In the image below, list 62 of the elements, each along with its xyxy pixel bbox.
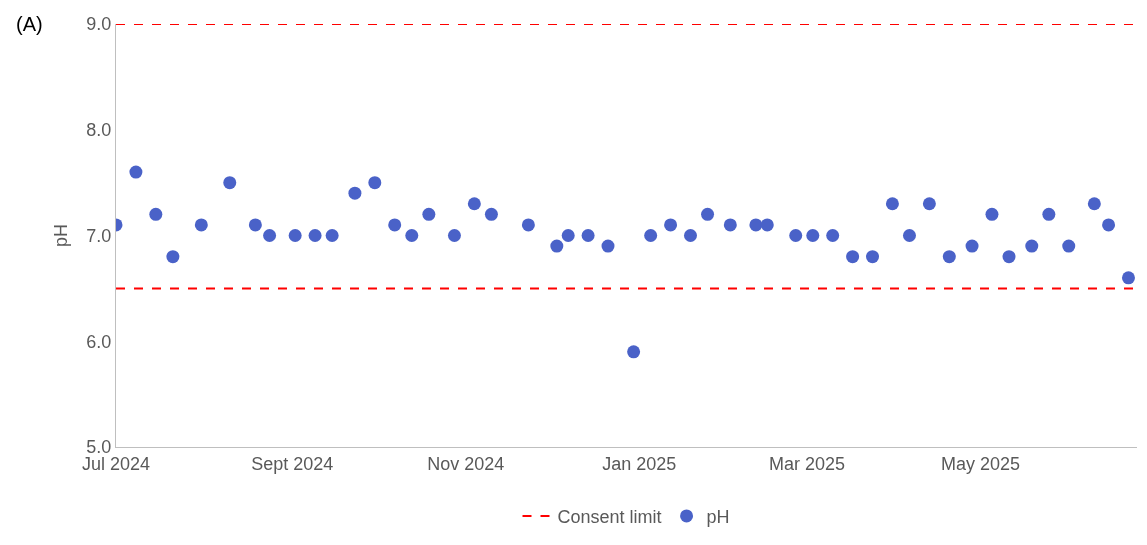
point [684,229,697,242]
point [1121,271,1135,285]
point [447,229,461,242]
point [467,197,481,211]
point [806,229,820,242]
y-axis-title: pH [50,223,71,248]
point [1062,239,1076,253]
point [902,229,916,242]
point [149,207,163,221]
point [581,229,595,242]
point [422,207,436,221]
point [644,229,658,242]
y-tick-label: 6.0 [86,331,112,352]
point [1087,197,1101,211]
point [601,239,615,253]
point [664,218,678,232]
point [405,229,419,242]
point [348,186,362,200]
y-tick-label: 9.0 [86,14,112,35]
point [223,176,237,190]
point [263,229,277,242]
point [521,218,535,232]
text: (A) [16,13,43,35]
point [388,218,402,232]
point [1042,207,1056,221]
point [846,250,860,264]
point [129,165,143,179]
point [550,239,564,253]
x-tick-label: Jan 2025 [602,453,677,474]
y-tick-label: 8.0 [86,120,112,141]
point [627,345,641,359]
point [484,207,498,221]
point [701,207,715,221]
point [723,218,737,232]
point [368,176,382,190]
legend-label: Consent limit [557,506,662,527]
point [789,229,803,242]
x-tick-label: Mar 2025 [769,453,846,474]
point [1002,250,1016,264]
point [1102,218,1116,232]
point [985,207,999,221]
legend-label: pH [706,506,730,527]
x-tick-label: Sept 2024 [251,453,334,474]
point [965,239,979,253]
point [288,229,302,242]
point [942,250,956,264]
y-tick-label: 7.0 [86,225,112,246]
point [561,229,575,242]
point [248,218,262,232]
point [760,218,774,232]
point [749,218,763,232]
point [166,250,180,264]
point [1025,239,1039,253]
point [194,218,208,232]
point [308,229,322,242]
point [922,197,936,211]
point [885,197,899,211]
point [826,229,840,242]
point [866,250,880,264]
point [325,229,339,242]
x-tick-label: May 2025 [941,453,1021,474]
x-tick-label: Nov 2024 [427,453,505,474]
